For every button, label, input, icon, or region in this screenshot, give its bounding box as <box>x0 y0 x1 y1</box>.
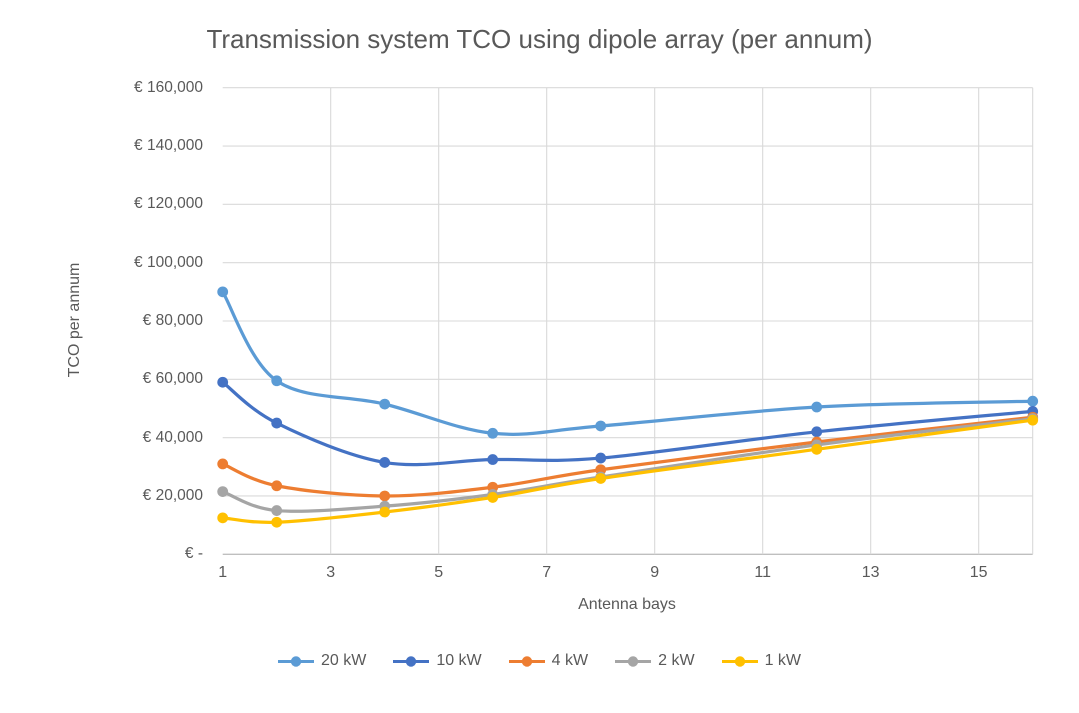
legend-marker-icon <box>721 655 758 667</box>
data-point-2-kw <box>271 505 283 516</box>
data-point-1-kw <box>595 473 607 484</box>
data-point-10-kw <box>487 454 499 465</box>
legend-label: 20 kW <box>320 652 367 669</box>
legend-label: 1 kW <box>764 652 802 669</box>
data-point-1-kw <box>217 512 229 524</box>
data-point-10-kw <box>379 457 391 468</box>
data-point-10-kw <box>217 376 229 388</box>
data-point-1-kw <box>1027 414 1039 426</box>
series-line-4-kw <box>221 415 1035 498</box>
y-tick-label: € 80,000 <box>142 312 203 329</box>
data-point-20-kw <box>217 286 229 298</box>
y-tick-label: € 40,000 <box>142 428 203 446</box>
x-tick-label: 15 <box>969 564 988 581</box>
legend-label: 4 kW <box>551 652 589 669</box>
data-point-2-kw <box>217 486 229 498</box>
data-point-20-kw <box>811 401 823 413</box>
legend-label: 2 kW <box>658 652 695 669</box>
data-point-1-kw <box>487 492 499 503</box>
data-point-20-kw <box>271 375 283 387</box>
x-tick-label: 3 <box>326 564 336 581</box>
x-tick-label: 11 <box>754 564 771 581</box>
legend-item-10-kw: 10 kW <box>393 652 482 670</box>
legend-item-2-kw: 2 kW <box>615 652 695 670</box>
y-tick-label: € - <box>184 545 203 563</box>
legend-marker-icon <box>508 655 545 667</box>
data-point-1-kw <box>811 443 823 455</box>
legend-item-4-kw: 4 kW <box>508 652 589 670</box>
x-tick-label: 9 <box>650 564 660 581</box>
series-line-1-kw <box>221 418 1035 524</box>
y-axis-title: TCO per annum <box>66 262 83 378</box>
series-line-10-kw <box>221 380 1035 467</box>
data-point-10-kw <box>271 417 283 429</box>
data-point-1-kw <box>271 516 283 528</box>
series-line-2-kw <box>221 417 1035 513</box>
data-point-20-kw <box>1027 395 1039 407</box>
data-point-4-kw <box>271 480 283 492</box>
x-tick-label: 13 <box>861 564 880 581</box>
data-point-10-kw <box>811 426 823 438</box>
legend-item-20-kw: 20 kW <box>277 652 367 670</box>
y-tick-label: € 140,000 <box>134 137 203 155</box>
x-tick-label: 7 <box>542 564 552 581</box>
y-tick-label: € 120,000 <box>134 195 203 213</box>
y-tick-label: € 60,000 <box>142 370 203 388</box>
legend-marker-icon <box>277 655 314 667</box>
data-point-1-kw <box>379 506 391 518</box>
x-axis-title: Antenna bays <box>578 596 676 613</box>
data-point-4-kw <box>217 458 229 470</box>
legend-label: 10 kW <box>436 652 482 669</box>
legend-marker-icon <box>393 655 430 667</box>
y-tick-label: € 160,000 <box>134 78 203 96</box>
y-tick-label: € 20,000 <box>142 486 203 504</box>
x-tick-label: 5 <box>434 564 444 581</box>
data-point-20-kw <box>595 420 607 432</box>
data-point-4-kw <box>379 490 391 502</box>
chart-title: Transmission system TCO using dipole arr… <box>206 24 873 54</box>
chart-legend: 20 kW 10 kW 4 kW 2 kW 1 kW <box>0 652 1079 670</box>
data-point-20-kw <box>487 427 499 439</box>
series-line-20-kw <box>221 290 1035 436</box>
y-tick-label: € 100,000 <box>134 253 203 271</box>
data-point-10-kw <box>595 452 607 464</box>
legend-marker-icon <box>615 655 652 667</box>
x-tick-label: 1 <box>218 564 228 581</box>
legend-item-1-kw: 1 kW <box>721 652 802 670</box>
data-point-20-kw <box>379 398 391 410</box>
